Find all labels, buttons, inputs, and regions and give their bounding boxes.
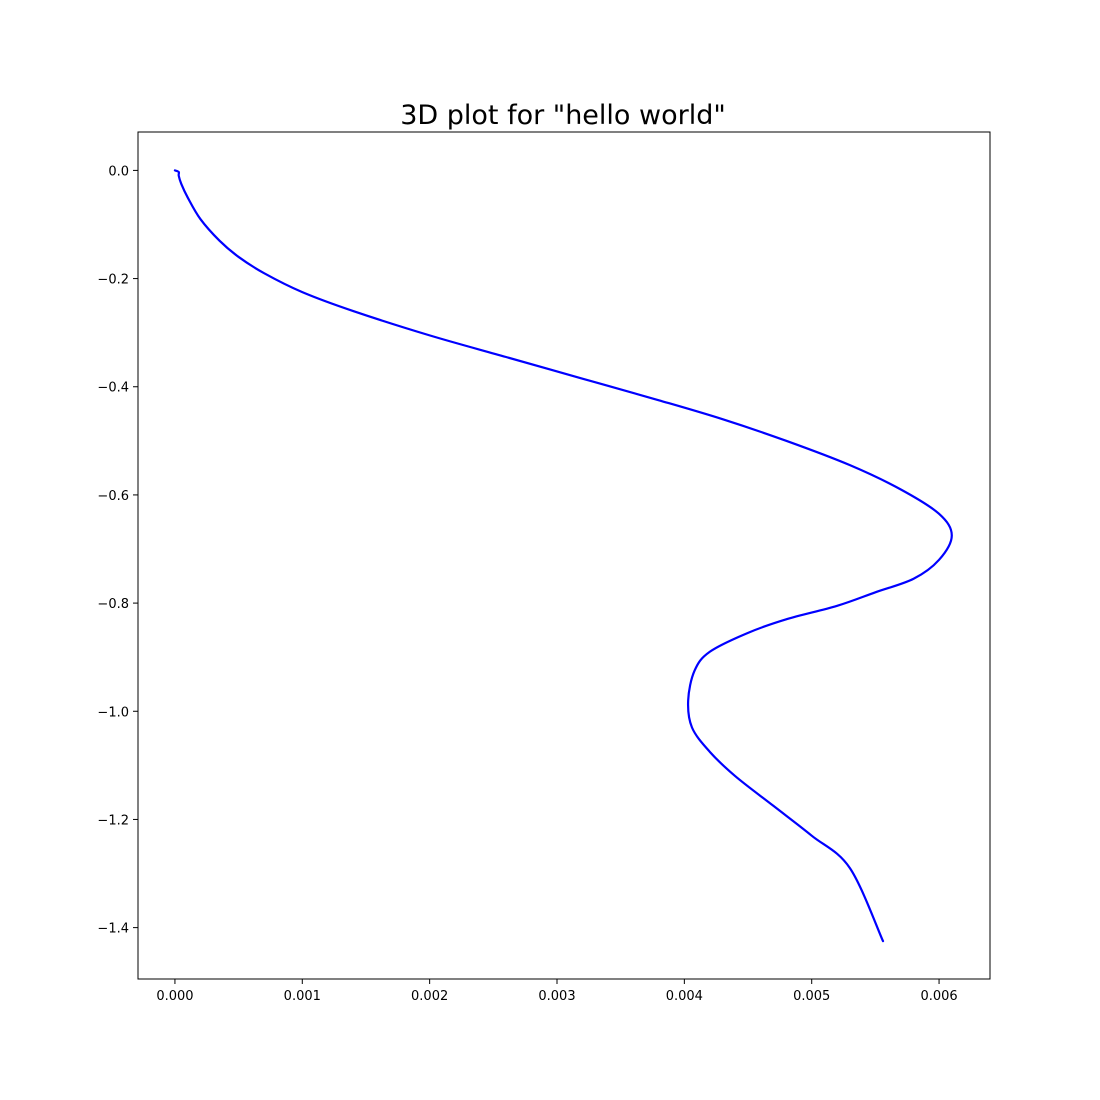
y-tick-label: −1.2 (97, 813, 129, 828)
data-series-line (173, 169, 953, 943)
y-tick-label: −0.2 (97, 273, 129, 288)
x-axis: 0.000 0.001 0.002 0.003 0.004 0.005 0.006 (156, 979, 958, 1004)
y-tick-label: −1.4 (97, 922, 129, 937)
x-tick-label: 0.000 (156, 989, 193, 1004)
y-tick-label: −0.6 (97, 489, 129, 504)
plot-area-frame (137, 131, 991, 980)
chart-title: 3D plot for "hello world" (400, 100, 726, 131)
x-tick-label: 0.001 (284, 989, 321, 1004)
y-tick-label: −0.8 (97, 597, 129, 612)
y-tick-label: −1.0 (97, 705, 129, 720)
y-tick-label: 0.0 (108, 164, 129, 179)
x-tick-label: 0.003 (538, 989, 575, 1004)
x-tick-label: 0.006 (920, 989, 957, 1004)
x-tick-label: 0.004 (666, 989, 703, 1004)
x-tick-label: 0.005 (793, 989, 830, 1004)
x-tick-label: 0.002 (411, 989, 448, 1004)
y-axis: 0.0 −0.2 −0.4 −0.6 −0.8 −1.0 −1.2 −1.4 (97, 164, 138, 937)
y-tick-label: −0.4 (97, 381, 129, 396)
